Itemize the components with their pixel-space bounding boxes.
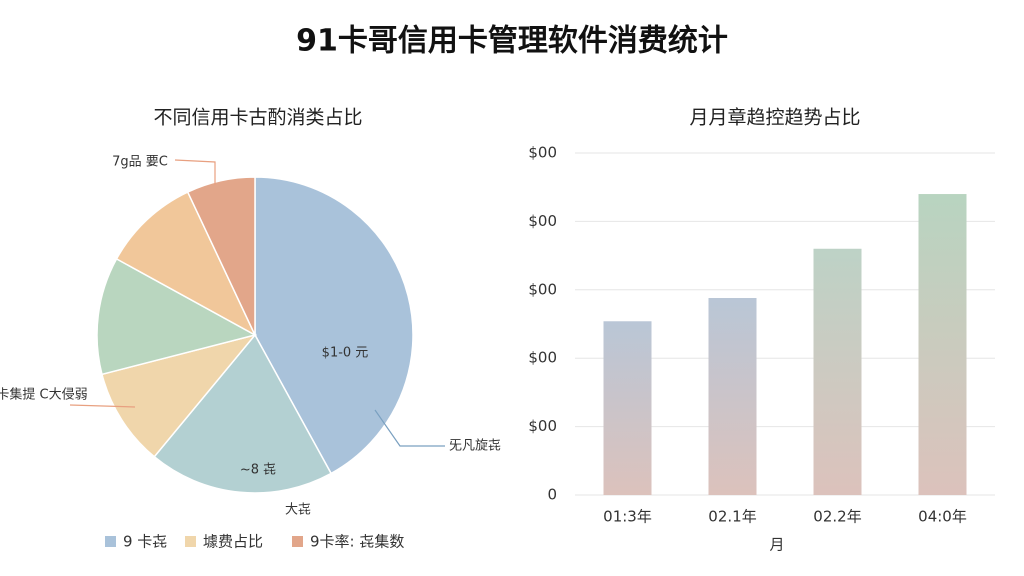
x-tick-label: 02.1年 [708, 508, 756, 526]
x-axis-label: 月 [769, 536, 784, 554]
bar [918, 194, 967, 496]
y-tick-label: $00 [528, 417, 557, 435]
annotation: 大㐂 [285, 503, 311, 518]
pie-slice [153, 333, 333, 494]
bar [708, 298, 757, 495]
pie-slice [254, 176, 414, 475]
pie-slice [186, 176, 256, 336]
legend-swatch [185, 536, 196, 547]
legend-label: 9 卡㐂 [123, 533, 167, 551]
leader-line [374, 409, 445, 447]
x-tick-label: 02.2年 [813, 508, 861, 526]
slice-label: 7g品 要C [112, 155, 168, 170]
legend-swatch [105, 536, 116, 547]
legend-label: 壉费占比 [203, 533, 263, 551]
y-tick-label: $00 [528, 349, 557, 367]
slice-label: $1-0 元 [322, 346, 369, 361]
y-tick-label: $00 [528, 144, 557, 162]
pie-slice [115, 191, 257, 337]
y-tick-label: $00 [528, 212, 557, 230]
slice-label: 卡集提 C大侵弱 [0, 387, 88, 403]
slice-label: ~8 㐂 [240, 463, 276, 478]
pie-title: 不同信用卡古酌消类占比 [153, 107, 362, 129]
bar-title: 月月章趋控趋势占比 [689, 107, 860, 129]
bar [813, 248, 862, 495]
y-tick-label: 0 [547, 486, 557, 504]
x-tick-label: 04:0年 [918, 508, 967, 526]
annotation: 旡凡旋㐂 [449, 439, 501, 454]
legend-swatch [292, 536, 303, 547]
leader-line [174, 159, 216, 185]
bar [603, 321, 652, 495]
pie-slice [96, 257, 258, 376]
legend-label: 9卡率: 㐂集数 [310, 533, 404, 551]
x-tick-label: 01:3年 [603, 508, 652, 526]
leader-line [69, 404, 136, 408]
y-tick-label: $00 [528, 280, 557, 298]
page-title: 91卡哥信用卡管理软件消费统计 [296, 24, 728, 59]
pie-slice [101, 333, 258, 458]
